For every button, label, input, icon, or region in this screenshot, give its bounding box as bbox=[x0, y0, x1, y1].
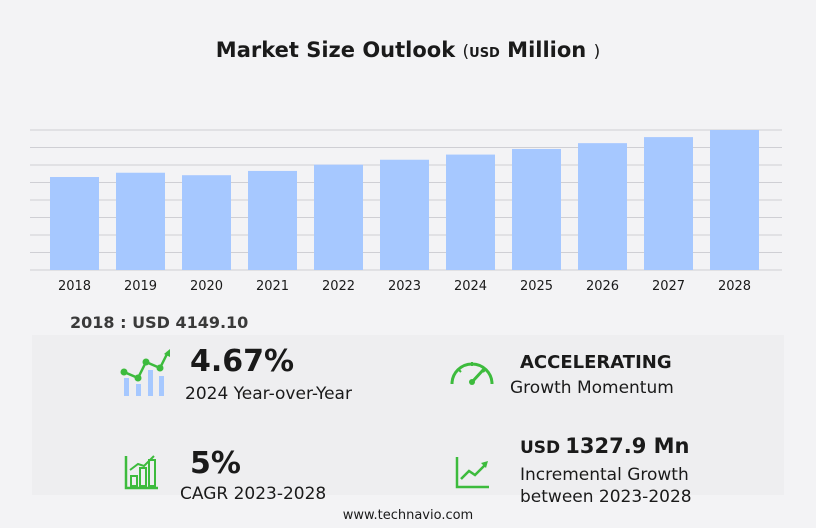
title-unit-small: USD bbox=[469, 46, 500, 61]
bar-2026 bbox=[578, 143, 627, 270]
x-tick-label: 2018 bbox=[58, 279, 91, 294]
bar-2020 bbox=[182, 175, 231, 270]
incremental-label-2: between 2023-2028 bbox=[520, 487, 692, 507]
stats-panel bbox=[32, 335, 784, 495]
bar-2028 bbox=[710, 130, 759, 270]
title-open-paren: ( bbox=[462, 42, 470, 62]
bar-2025 bbox=[512, 148, 561, 270]
bar-2027 bbox=[644, 137, 693, 270]
title-close-paren: ) bbox=[593, 42, 601, 62]
x-tick-label: 2026 bbox=[586, 279, 619, 294]
bar-chart: 2018 2019 2020 2021 2022 2023 2024 2025 2026 2027… bbox=[30, 129, 782, 294]
momentum-label: Growth Momentum bbox=[510, 378, 674, 398]
momentum-value: ACCELERATING bbox=[520, 352, 672, 373]
bar-2022 bbox=[314, 164, 363, 270]
x-tick-label: 2028 bbox=[718, 279, 751, 294]
yoy-label: 2024 Year-over-Year bbox=[185, 384, 352, 404]
title-main: Market Size Outlook bbox=[215, 38, 456, 62]
incremental-unit: USD bbox=[520, 438, 561, 458]
yoy-value: 4.67% bbox=[190, 344, 295, 379]
speedometer-icon bbox=[450, 362, 494, 385]
x-tick-label: 2022 bbox=[322, 279, 355, 294]
x-tick-label: 2023 bbox=[388, 279, 421, 294]
title-unit-big: Million bbox=[507, 38, 587, 62]
incremental-amount: 1327.9 Mn bbox=[565, 434, 690, 458]
footer-url: www.technavio.com bbox=[342, 508, 474, 523]
bar-2021 bbox=[248, 170, 297, 270]
incremental-value: USD 1327.9 Mn bbox=[520, 434, 689, 458]
chart-title: Market Size Outlook (USD Million ) bbox=[0, 38, 816, 62]
bar-chart-growth-icon bbox=[124, 455, 158, 490]
bar-dots-growth-icon bbox=[120, 349, 170, 396]
x-tick-label: 2021 bbox=[256, 279, 289, 294]
cagr-value: 5% bbox=[190, 446, 241, 481]
incremental-label-1: Incremental Growth bbox=[520, 465, 689, 485]
bar-2018 bbox=[50, 177, 99, 270]
x-tick-label: 2019 bbox=[124, 279, 157, 294]
bar-2024 bbox=[446, 154, 495, 270]
x-tick-label: 2020 bbox=[190, 279, 223, 294]
x-tick-label: 2027 bbox=[652, 279, 685, 294]
x-tick-label: 2025 bbox=[520, 279, 553, 294]
line-growth-icon bbox=[455, 457, 489, 489]
base-value: 2018 : USD 4149.10 bbox=[70, 313, 249, 332]
cagr-label: CAGR 2023-2028 bbox=[180, 484, 327, 504]
bar-2023 bbox=[380, 159, 429, 270]
bar-2019 bbox=[116, 172, 165, 270]
x-tick-label: 2024 bbox=[454, 279, 487, 294]
